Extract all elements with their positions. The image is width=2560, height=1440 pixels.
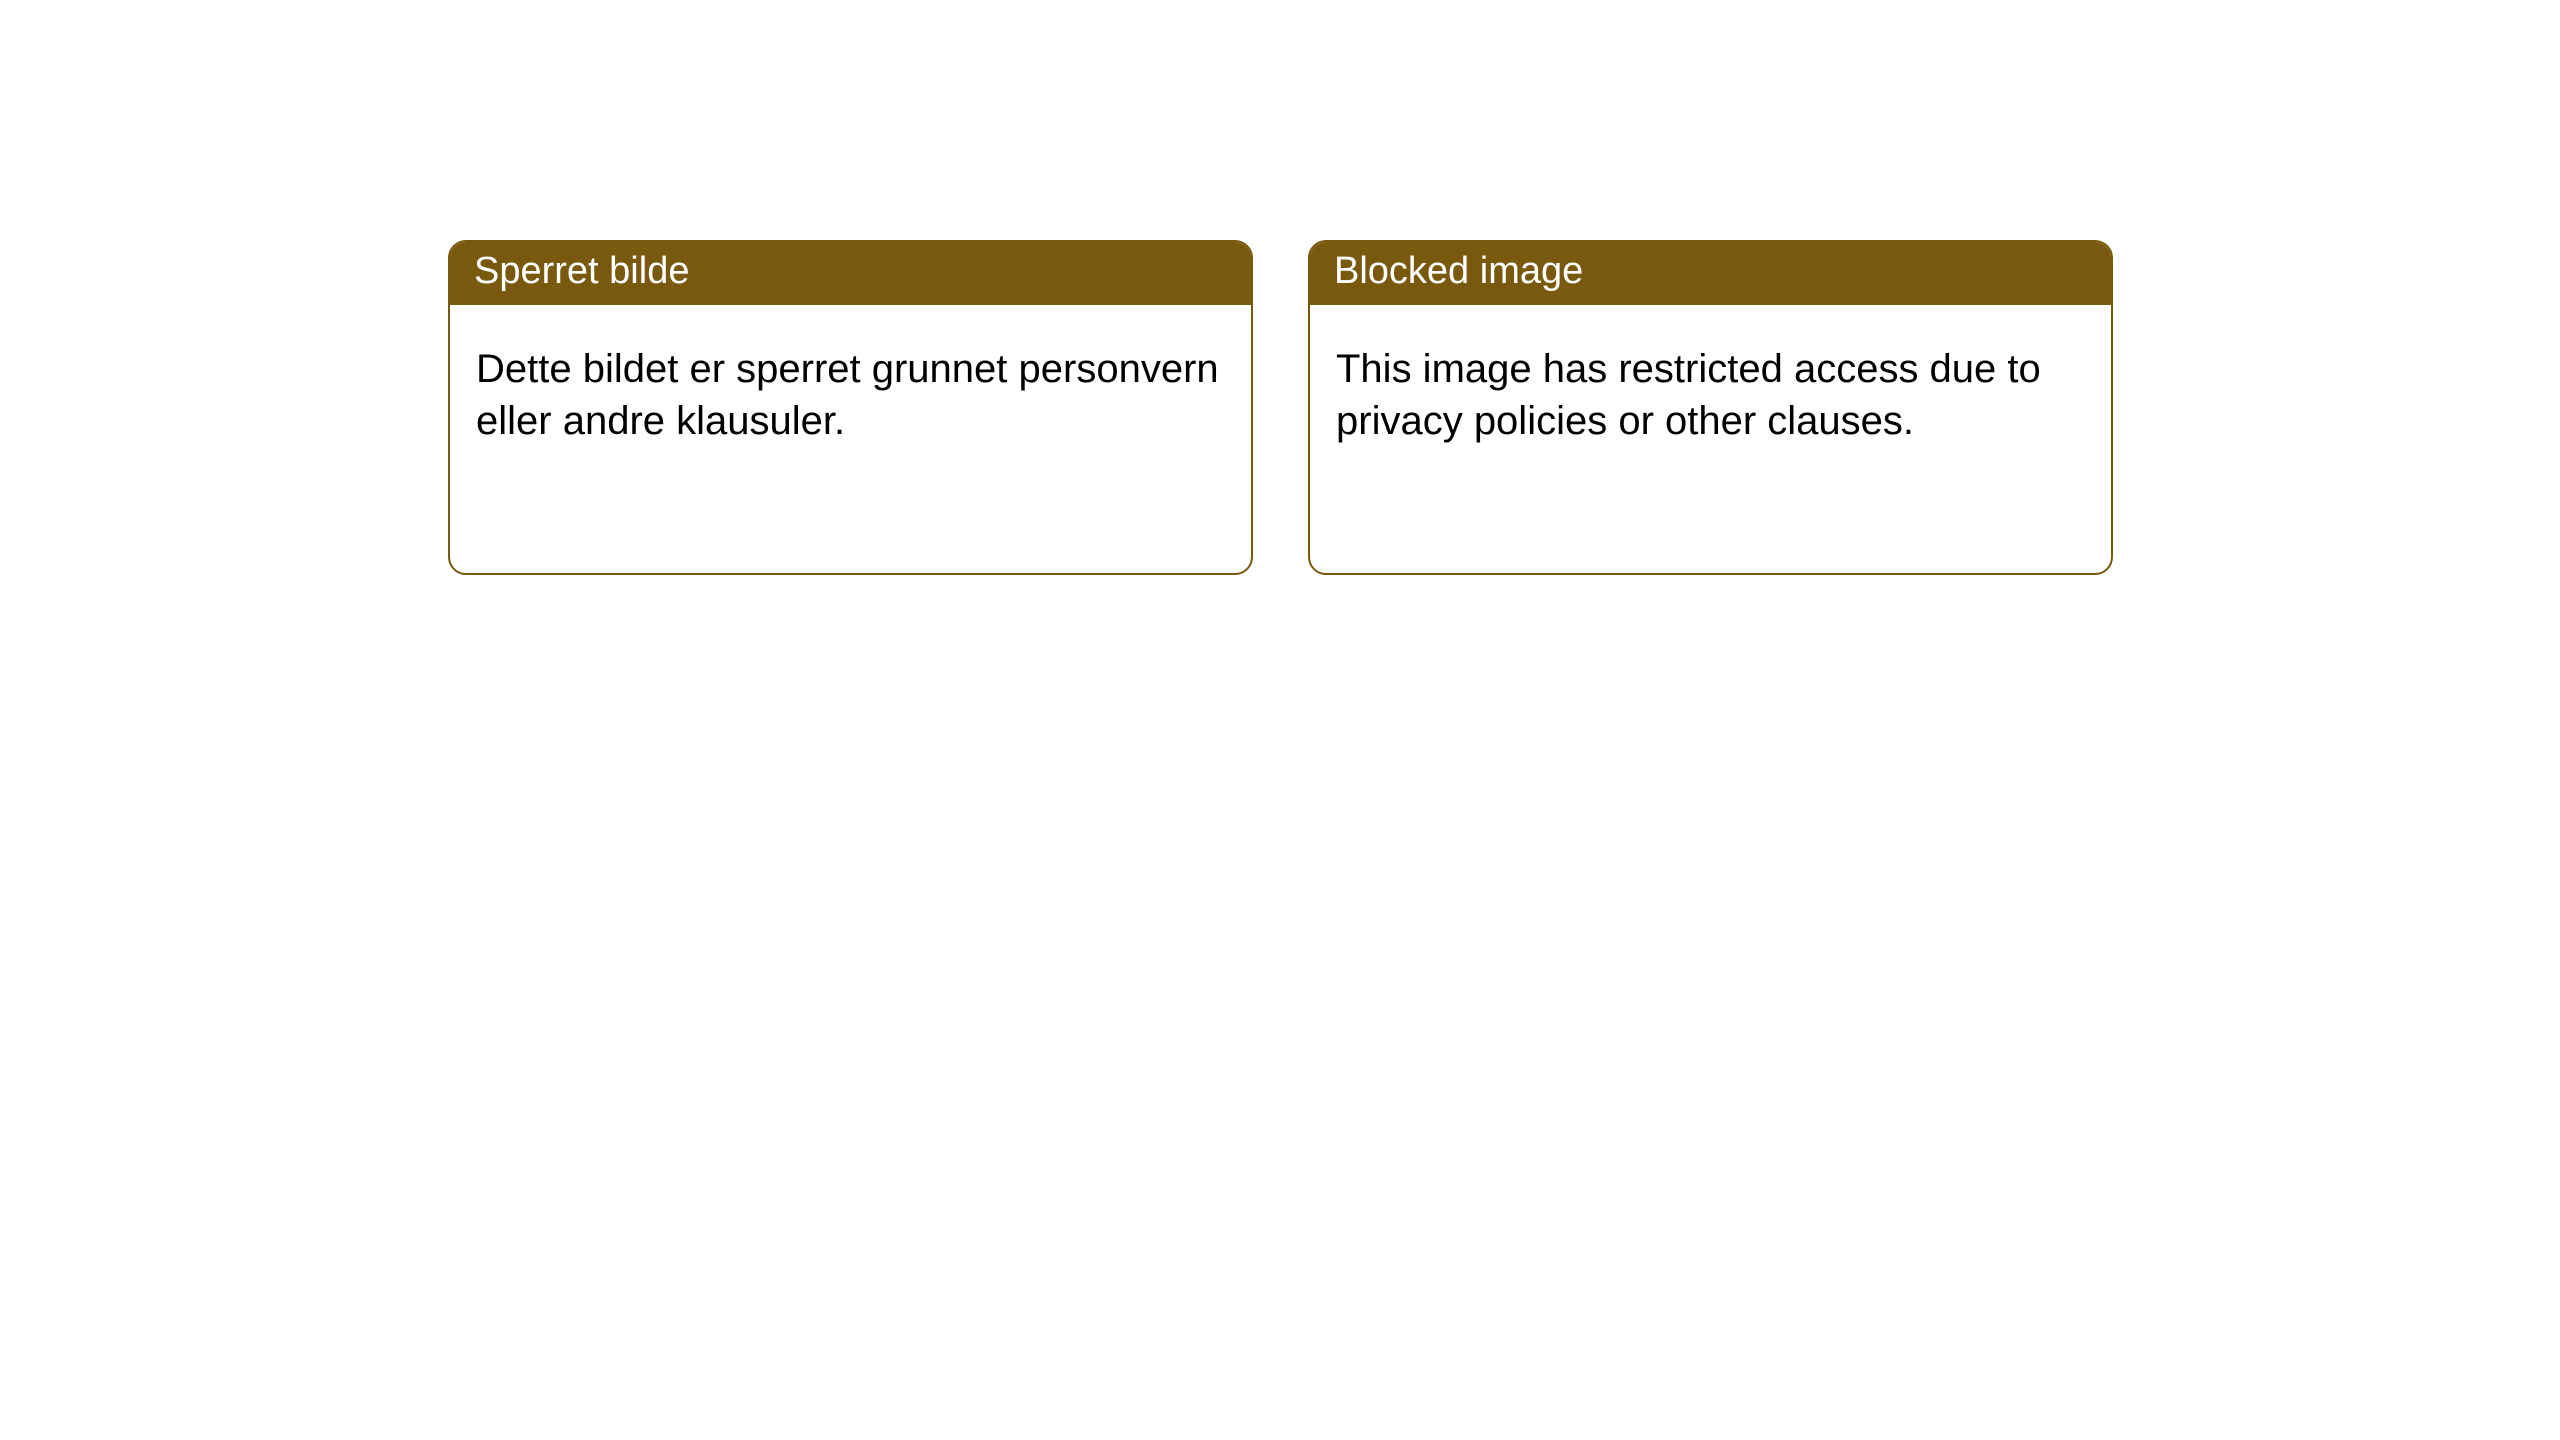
card-title-norwegian: Sperret bilde — [474, 250, 689, 292]
card-header-norwegian: Sperret bilde — [450, 242, 1251, 305]
cards-container: Sperret bilde Dette bildet er sperret gr… — [0, 0, 2560, 575]
card-title-english: Blocked image — [1334, 250, 1583, 292]
card-message-norwegian: Dette bildet er sperret grunnet personve… — [476, 347, 1219, 443]
card-body-norwegian: Dette bildet er sperret grunnet personve… — [450, 305, 1251, 485]
blocked-image-card-norwegian: Sperret bilde Dette bildet er sperret gr… — [448, 240, 1253, 575]
card-body-english: This image has restricted access due to … — [1310, 305, 2111, 485]
card-message-english: This image has restricted access due to … — [1336, 347, 2041, 443]
card-header-english: Blocked image — [1310, 242, 2111, 305]
blocked-image-card-english: Blocked image This image has restricted … — [1308, 240, 2113, 575]
